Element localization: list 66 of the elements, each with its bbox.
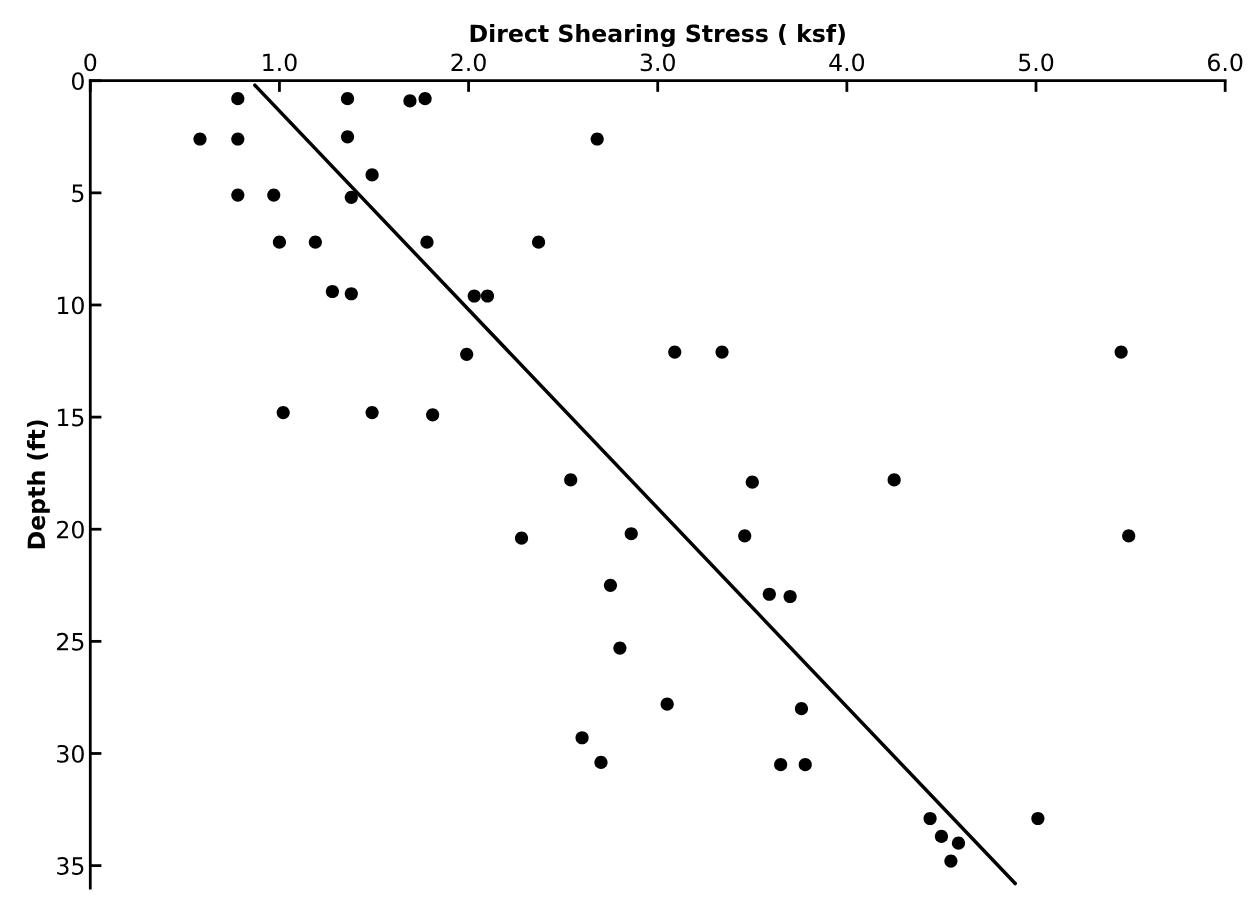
point [267, 188, 281, 202]
point [590, 132, 604, 146]
point [613, 641, 627, 655]
point [594, 755, 608, 770]
point [798, 758, 812, 772]
y-tick-label: 10 [57, 296, 84, 315]
point [660, 697, 674, 711]
point [276, 406, 290, 420]
x-tick-label: 6.0 [1208, 53, 1243, 72]
x-tick-label: 4.0 [829, 53, 865, 72]
point [745, 475, 759, 489]
point [420, 235, 434, 249]
x-axis-title: Direct Shearing Stress ( ksf) [470, 23, 845, 47]
x-tick-label: 1.0 [263, 53, 297, 72]
x-tick-label: 0 [84, 53, 97, 72]
point [951, 836, 966, 850]
point [193, 132, 207, 146]
point [480, 289, 495, 303]
point [762, 587, 776, 601]
point [365, 406, 379, 420]
y-tick-label: 35 [57, 857, 84, 875]
point [603, 578, 618, 592]
y-tick-label: 25 [57, 632, 84, 651]
point [365, 168, 379, 182]
x-tick-label: 5.0 [1019, 53, 1054, 72]
x-tick-label: 3.0 [640, 53, 675, 72]
point [1031, 811, 1045, 826]
point [738, 529, 752, 543]
point [668, 345, 682, 359]
point [1122, 529, 1136, 543]
y-tick-label: 30 [57, 744, 84, 763]
y-tick-label: 20 [57, 520, 84, 539]
point [467, 289, 481, 303]
point [308, 235, 322, 249]
point [231, 132, 245, 146]
point [231, 188, 245, 202]
point [783, 589, 797, 604]
y-tick-label: 5 [72, 184, 84, 203]
point [575, 731, 589, 745]
point [340, 130, 355, 144]
point [531, 235, 546, 249]
point [344, 190, 358, 204]
point [403, 94, 417, 108]
point [460, 347, 474, 361]
point [325, 284, 339, 299]
y-axis-title: Depth (ft) [26, 420, 50, 549]
point [923, 811, 937, 826]
point [934, 829, 949, 844]
y-tick-label: 15 [57, 408, 84, 427]
point [426, 408, 440, 422]
point [794, 702, 809, 716]
point [944, 854, 958, 868]
x-tick-label: 2.0 [451, 53, 486, 72]
point [564, 473, 578, 487]
point [514, 531, 529, 545]
point [624, 527, 638, 541]
point [231, 92, 245, 106]
point [774, 758, 788, 772]
point [715, 345, 729, 359]
point [1114, 345, 1128, 359]
point [340, 92, 355, 106]
y-tick-label: 0 [71, 72, 84, 91]
point [272, 235, 287, 249]
point [887, 473, 901, 487]
point [344, 287, 358, 301]
point [418, 92, 432, 106]
